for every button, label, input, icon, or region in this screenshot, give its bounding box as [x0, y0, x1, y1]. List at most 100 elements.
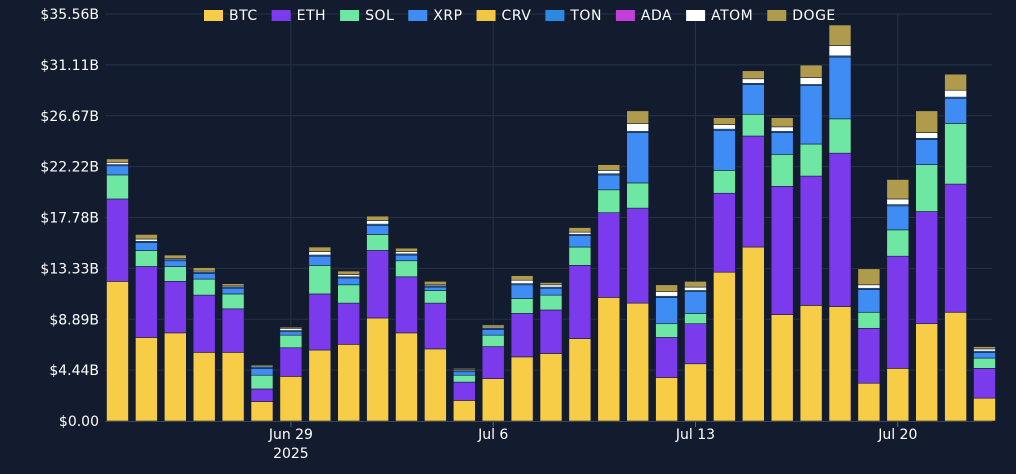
- bar-segment-xrp[interactable]: [828, 56, 852, 120]
- legend-item-doge[interactable]: DOGE: [767, 8, 836, 24]
- bar-segment-atom[interactable]: [568, 231, 592, 235]
- bar-segment-atom[interactable]: [106, 162, 129, 165]
- bar-segment-atom[interactable]: [799, 77, 823, 85]
- bar-segment-xrp[interactable]: [395, 254, 418, 262]
- bar-segment-sol[interactable]: [799, 143, 823, 177]
- bar-segment-sol[interactable]: [510, 298, 534, 314]
- bar-segment-xrp[interactable]: [539, 287, 563, 296]
- bar-segment-xrp[interactable]: [741, 84, 765, 115]
- bar-segment-eth[interactable]: [828, 152, 852, 307]
- bar-segment-eth[interactable]: [799, 175, 823, 306]
- bar-segment-eth[interactable]: [568, 265, 592, 339]
- bar-segment-doge[interactable]: [395, 247, 418, 252]
- bar-segment-sol[interactable]: [135, 250, 158, 267]
- bar-segment-xrp[interactable]: [857, 289, 881, 313]
- bar-segment-atom[interactable]: [279, 327, 303, 331]
- bar-segment-eth[interactable]: [770, 186, 794, 315]
- bar-segment-xrp[interactable]: [886, 205, 910, 231]
- bar-segment-atom[interactable]: [135, 238, 158, 242]
- bar-segment-btc[interactable]: [713, 271, 736, 422]
- bar-segment-eth[interactable]: [741, 135, 765, 248]
- bar-segment-eth[interactable]: [539, 309, 563, 354]
- bar-segment-atom[interactable]: [828, 45, 852, 57]
- bar-segment-doge[interactable]: [539, 282, 563, 286]
- bar-segment-eth[interactable]: [510, 313, 534, 358]
- bar-segment-btc[interactable]: [799, 305, 823, 422]
- bar-segment-sol[interactable]: [857, 311, 881, 329]
- bar-segment-eth[interactable]: [452, 381, 476, 401]
- bar-segment-doge[interactable]: [973, 346, 996, 350]
- bar-segment-doge[interactable]: [279, 326, 303, 329]
- bar-segment-sol[interactable]: [944, 123, 967, 185]
- bar-segment-doge[interactable]: [481, 324, 505, 328]
- bar-segment-doge[interactable]: [713, 117, 736, 125]
- bar-segment-sol[interactable]: [770, 154, 794, 187]
- bar-segment-sol[interactable]: [106, 174, 129, 200]
- bar-segment-xrp[interactable]: [568, 235, 592, 248]
- legend-item-xrp[interactable]: XRP: [408, 8, 462, 24]
- bar-segment-xrp[interactable]: [424, 286, 447, 291]
- bar-segment-atom[interactable]: [308, 251, 332, 256]
- legend-item-sol[interactable]: SOL: [340, 8, 394, 24]
- bar-segment-btc[interactable]: [655, 377, 678, 422]
- bar-segment-eth[interactable]: [626, 207, 650, 304]
- bar-segment-atom[interactable]: [857, 284, 881, 289]
- bar-segment-xrp[interactable]: [597, 174, 621, 191]
- bar-segment-btc[interactable]: [886, 368, 910, 422]
- bar-segment-eth[interactable]: [597, 212, 621, 298]
- bar-segment-eth[interactable]: [973, 368, 996, 399]
- bar-segment-eth[interactable]: [308, 293, 332, 351]
- bar-segment-doge[interactable]: [886, 179, 910, 200]
- bar-segment-sol[interactable]: [192, 278, 216, 296]
- bar-segment-doge[interactable]: [366, 215, 389, 222]
- bar-segment-xrp[interactable]: [135, 242, 158, 251]
- bar-segment-eth[interactable]: [424, 302, 447, 350]
- bar-segment-eth[interactable]: [395, 276, 418, 334]
- bar-segment-atom[interactable]: [337, 274, 361, 278]
- bar-segment-btc[interactable]: [308, 349, 332, 422]
- bar-segment-doge[interactable]: [135, 234, 158, 240]
- bar-segment-xrp[interactable]: [452, 371, 476, 376]
- legend-item-atom[interactable]: ATOM: [686, 8, 753, 24]
- bar-segment-sol[interactable]: [279, 334, 303, 349]
- bar-segment-doge[interactable]: [424, 281, 447, 286]
- bar-segment-xrp[interactable]: [684, 291, 707, 314]
- bar-segment-btc[interactable]: [192, 352, 216, 422]
- bar-segment-atom[interactable]: [886, 198, 910, 205]
- bar-segment-eth[interactable]: [655, 337, 678, 378]
- bar-segment-sol[interactable]: [164, 266, 187, 282]
- bar-segment-btc[interactable]: [828, 306, 852, 422]
- bar-segment-btc[interactable]: [857, 382, 881, 422]
- bar-segment-sol[interactable]: [250, 374, 274, 390]
- bar-segment-sol[interactable]: [655, 323, 678, 338]
- bar-segment-xrp[interactable]: [279, 331, 303, 336]
- bar-segment-atom[interactable]: [366, 220, 389, 225]
- bar-segment-atom[interactable]: [915, 132, 939, 139]
- bar-segment-xrp[interactable]: [915, 139, 939, 165]
- bar-segment-eth[interactable]: [221, 308, 245, 353]
- bar-segment-btc[interactable]: [135, 337, 158, 422]
- bar-segment-doge[interactable]: [857, 268, 881, 286]
- bar-segment-doge[interactable]: [597, 164, 621, 171]
- bar-segment-eth[interactable]: [135, 266, 158, 338]
- bar-segment-eth[interactable]: [944, 183, 967, 313]
- bar-segment-xrp[interactable]: [308, 255, 332, 266]
- bar-segment-btc[interactable]: [395, 332, 418, 422]
- bar-segment-atom[interactable]: [597, 170, 621, 175]
- bar-segment-sol[interactable]: [221, 293, 245, 310]
- bar-segment-xrp[interactable]: [510, 284, 534, 299]
- bar-segment-xrp[interactable]: [221, 287, 245, 295]
- bar-segment-eth[interactable]: [857, 327, 881, 384]
- bar-segment-sol[interactable]: [828, 118, 852, 154]
- bar-segment-sol[interactable]: [481, 334, 505, 347]
- bar-segment-doge[interactable]: [770, 117, 794, 128]
- bar-segment-sol[interactable]: [886, 229, 910, 257]
- bar-segment-btc[interactable]: [337, 344, 361, 422]
- bar-segment-btc[interactable]: [279, 376, 303, 422]
- bar-segment-eth[interactable]: [192, 294, 216, 353]
- bar-segment-doge[interactable]: [164, 254, 187, 259]
- bar-segment-eth[interactable]: [713, 192, 736, 273]
- bar-segment-doge[interactable]: [741, 70, 765, 80]
- bar-segment-btc[interactable]: [221, 352, 245, 422]
- bar-segment-eth[interactable]: [684, 323, 707, 365]
